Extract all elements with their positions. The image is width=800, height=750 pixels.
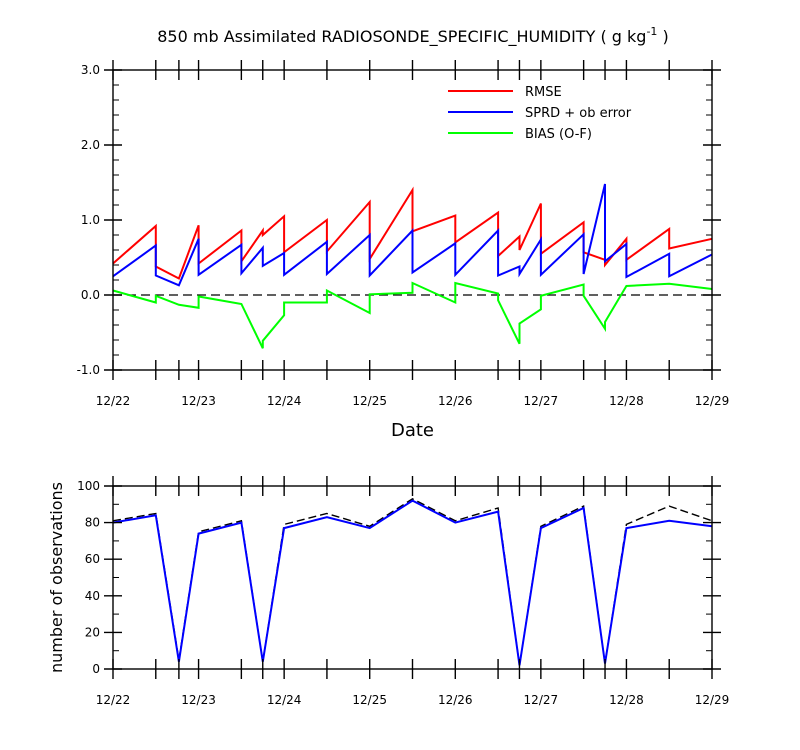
x-tick-label: 12/26 — [438, 693, 473, 707]
x-tick-label: 12/28 — [609, 394, 644, 408]
y-tick-label: 0.0 — [81, 288, 100, 302]
y-axis-title: number of observations — [47, 482, 66, 673]
top-chart-title-end: ) — [657, 27, 668, 46]
series-line-bias-o-f — [112, 281, 713, 349]
top-chart-title-sup: -1 — [646, 25, 657, 38]
x-tick-label: 12/23 — [181, 693, 216, 707]
x-tick-label: 12/27 — [524, 394, 559, 408]
x-tick-label: 12/23 — [181, 394, 216, 408]
x-tick-label: 12/27 — [524, 693, 559, 707]
y-tick-label: 60 — [85, 552, 100, 566]
x-tick-label: 12/25 — [352, 693, 387, 707]
top-chart-title-main: 850 mb Assimilated RADIOSONDE_SPECIFIC_H… — [157, 27, 646, 47]
x-tick-label: 12/24 — [267, 394, 302, 408]
x-tick-label: 12/26 — [438, 394, 473, 408]
legend-label: RMSE — [525, 85, 562, 100]
x-tick-label: 12/29 — [695, 394, 730, 408]
series-line-observations-used — [112, 499, 713, 666]
legend-label: BIAS (O-F) — [525, 127, 592, 142]
y-tick-label: 80 — [85, 516, 100, 530]
series-line-sprd-ob-error — [112, 183, 713, 287]
plot-frame — [112, 485, 713, 670]
series-line-observations-possible — [112, 497, 713, 666]
y-tick-label: 3.0 — [81, 63, 100, 77]
y-tick-label: 20 — [85, 625, 100, 639]
y-tick-label: 40 — [85, 589, 100, 603]
y-tick-label: -1.0 — [77, 363, 100, 377]
y-tick-label: 0 — [92, 662, 100, 676]
top-chart-title: 850 mb Assimilated RADIOSONDE_SPECIFIC_H… — [157, 25, 668, 47]
top-chart: 12/22 12/23 12/24 12/25 12/26 12/27 12/28 12/29… — [77, 60, 730, 441]
legend-label: SPRD + ob error — [525, 106, 632, 121]
x-tick-label: 12/22 — [96, 693, 131, 707]
x-tick-label: 12/22 — [96, 394, 131, 408]
x-axis-title: Date — [391, 420, 434, 441]
x-tick-label: 12/24 — [267, 693, 302, 707]
x-tick-label: 12/29 — [695, 693, 730, 707]
bottom-chart: 12/22 12/23 12/24 12/25 12/26 12/27 12/28 12/29… — [47, 476, 729, 707]
y-tick-label: 1.0 — [81, 213, 100, 227]
y-tick-label: 2.0 — [81, 138, 100, 152]
y-tick-label: 100 — [77, 479, 100, 493]
x-tick-label: 12/25 — [352, 394, 387, 408]
x-tick-label: 12/28 — [609, 693, 644, 707]
